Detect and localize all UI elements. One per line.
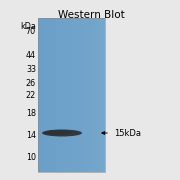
Bar [46, 18, 48, 172]
Bar [70, 18, 71, 172]
Bar [40, 18, 41, 172]
Bar [68, 18, 70, 172]
Text: 18: 18 [26, 109, 36, 118]
Bar [45, 18, 46, 172]
Bar [83, 18, 85, 172]
Text: 33: 33 [26, 66, 36, 75]
Bar [98, 18, 100, 172]
Bar [55, 18, 56, 172]
Bar [97, 18, 98, 172]
Bar [92, 18, 93, 172]
Bar [58, 18, 60, 172]
Bar [82, 18, 83, 172]
Bar [60, 18, 61, 172]
Text: Western Blot: Western Blot [58, 10, 125, 20]
Text: 14: 14 [26, 130, 36, 140]
Text: 15kDa: 15kDa [114, 129, 141, 138]
Ellipse shape [44, 130, 72, 135]
Bar [53, 18, 55, 172]
Bar [38, 18, 40, 172]
Bar [75, 18, 76, 172]
Bar [103, 18, 105, 172]
Bar [66, 18, 68, 172]
Bar [87, 18, 88, 172]
Bar [102, 18, 103, 172]
Bar [61, 18, 63, 172]
Bar [85, 18, 87, 172]
Bar [71, 18, 73, 172]
Bar [56, 18, 58, 172]
Text: 26: 26 [26, 78, 36, 87]
Bar [100, 18, 102, 172]
Bar [76, 18, 78, 172]
Bar [48, 18, 50, 172]
Bar [80, 18, 82, 172]
Text: 44: 44 [26, 51, 36, 60]
Ellipse shape [42, 129, 82, 136]
Bar [51, 18, 53, 172]
Bar [88, 18, 90, 172]
Bar [63, 18, 65, 172]
Text: kDa: kDa [20, 22, 36, 31]
Bar [90, 18, 92, 172]
Bar [78, 18, 80, 172]
Bar [50, 18, 51, 172]
Bar [93, 18, 95, 172]
Bar [43, 18, 45, 172]
Bar [41, 18, 43, 172]
Bar [65, 18, 66, 172]
Bar [38, 18, 105, 172]
Bar [38, 18, 105, 172]
Bar [73, 18, 75, 172]
Text: 22: 22 [26, 91, 36, 100]
Bar [95, 18, 97, 172]
Text: 10: 10 [26, 154, 36, 163]
Text: 70: 70 [26, 28, 36, 37]
